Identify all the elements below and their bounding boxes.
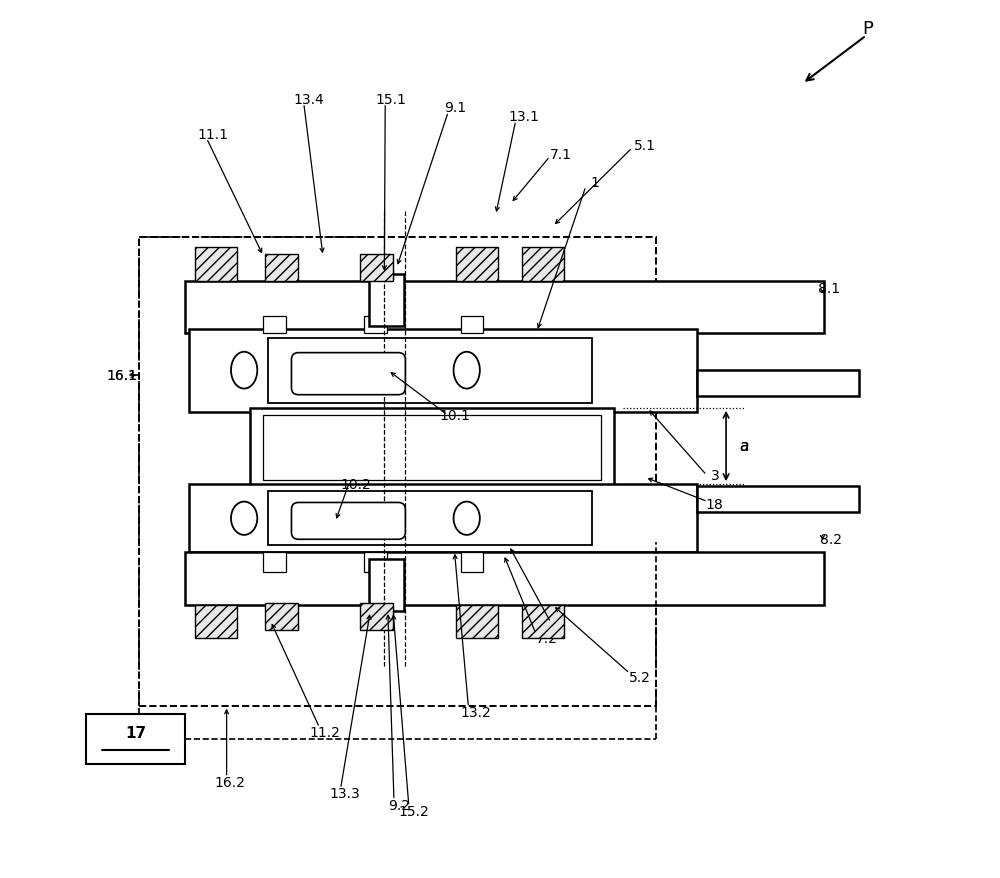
Bar: [364, 316, 387, 334]
Ellipse shape: [231, 352, 257, 389]
Text: 16.1: 16.1: [106, 369, 137, 383]
Bar: [456, 605, 498, 638]
Bar: [461, 316, 483, 334]
Text: 16.2: 16.2: [215, 775, 246, 789]
Text: 10.1: 10.1: [439, 408, 470, 422]
Bar: [360, 603, 393, 630]
Text: a: a: [739, 438, 748, 454]
Text: 5.1: 5.1: [634, 139, 656, 153]
Bar: [268, 492, 592, 546]
Bar: [461, 553, 483, 572]
Bar: [250, 408, 614, 487]
Text: 13.1: 13.1: [508, 110, 539, 124]
Text: 11.2: 11.2: [309, 725, 340, 739]
Bar: [263, 553, 286, 572]
Text: 9.2: 9.2: [388, 798, 410, 812]
Bar: [195, 605, 237, 638]
Text: 13.3: 13.3: [330, 787, 360, 801]
Text: 13.2: 13.2: [460, 705, 491, 719]
Text: 7.2: 7.2: [536, 631, 557, 645]
Text: 9.1: 9.1: [444, 101, 466, 115]
Text: 2: 2: [555, 620, 564, 634]
Bar: [189, 485, 697, 553]
Bar: [522, 248, 564, 282]
Bar: [369, 559, 404, 611]
Text: 15.1: 15.1: [375, 92, 406, 106]
Text: 10.2: 10.2: [340, 478, 371, 492]
Text: 5.2: 5.2: [629, 670, 651, 684]
Text: 7.1: 7.1: [549, 148, 571, 162]
Text: 13.4: 13.4: [294, 92, 324, 106]
FancyBboxPatch shape: [291, 353, 405, 395]
Bar: [139, 238, 656, 706]
Bar: [185, 282, 824, 334]
Bar: [195, 248, 237, 282]
Text: a: a: [739, 438, 748, 454]
Text: 3: 3: [711, 469, 720, 483]
Ellipse shape: [454, 502, 480, 536]
Text: 17: 17: [125, 725, 146, 741]
Ellipse shape: [454, 352, 480, 389]
Ellipse shape: [231, 502, 257, 536]
Bar: [364, 553, 387, 572]
Bar: [265, 255, 298, 282]
Bar: [86, 714, 185, 765]
Bar: [268, 338, 592, 404]
Bar: [263, 415, 601, 480]
Bar: [265, 603, 298, 630]
Bar: [380, 270, 393, 280]
Bar: [189, 329, 697, 413]
Bar: [697, 371, 859, 397]
FancyBboxPatch shape: [291, 503, 405, 540]
Text: 1: 1: [590, 176, 599, 190]
Text: 18: 18: [706, 498, 724, 512]
Text: 11.1: 11.1: [197, 127, 228, 141]
Text: 8.2: 8.2: [820, 533, 842, 547]
Bar: [185, 553, 824, 605]
Bar: [380, 607, 393, 617]
Bar: [456, 248, 498, 282]
Bar: [369, 275, 404, 327]
Text: 15.2: 15.2: [399, 804, 430, 818]
Bar: [522, 605, 564, 638]
Bar: [263, 316, 286, 334]
Bar: [697, 486, 859, 513]
Bar: [360, 255, 393, 282]
Text: 8.1: 8.1: [818, 282, 840, 296]
Text: P: P: [863, 20, 873, 39]
Text: 16.1: 16.1: [106, 369, 137, 383]
